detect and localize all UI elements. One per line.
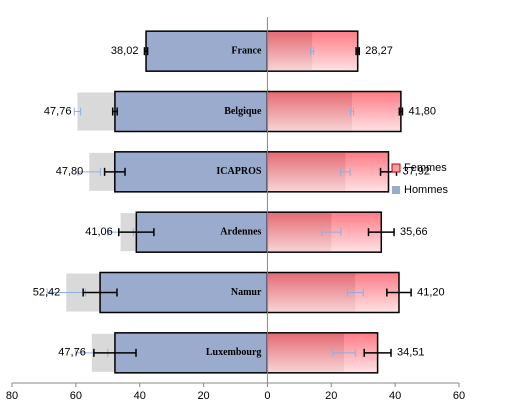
x-tick-label: 60 [70,390,82,402]
x-tick-label: 20 [325,390,337,402]
error-bar [363,348,392,357]
legend-swatch [391,163,401,173]
bar [135,211,269,253]
error-bar [310,47,315,56]
category-label: ICAPROS [216,166,261,177]
error-bar [349,107,355,116]
value-label: 28,27 [365,45,393,57]
x-tick-label: 60 [453,390,465,402]
x-tick-label: 80 [6,390,18,402]
error-bar [103,167,126,176]
category-label: Luxembourg [206,347,262,358]
bar [267,32,313,71]
error-bar [346,288,364,297]
bar [267,273,356,312]
value-label: 38,02 [111,45,139,57]
error-bar [73,107,82,116]
error-bar [340,167,351,176]
legend-label: Hommes [404,184,449,196]
error-bar [118,228,155,237]
error-bar [77,167,101,176]
error-bar [82,288,118,297]
x-tick-label: 20 [197,390,209,402]
value-label: 41,80 [408,105,436,117]
bar [114,151,269,193]
value-label: 41,06 [85,226,113,238]
error-bar [398,107,404,116]
bar [267,92,353,131]
value-label: 47,76 [44,105,72,117]
bar [267,152,346,191]
x-tick-label: 0 [264,390,270,402]
x-tick-label: 40 [389,390,401,402]
error-bar [111,107,118,116]
category-label: Ardennes [220,226,261,237]
error-bar [93,348,137,357]
error-bar [367,228,395,237]
value-label: 35,66 [400,226,428,238]
category-label: France [231,45,262,56]
bar [267,213,332,252]
legend-swatch [392,186,400,194]
category-label: Belgique [224,106,262,117]
category-label: Namur [231,287,262,298]
error-bar [355,47,361,56]
value-label: 47,80 [56,166,84,178]
error-bar [332,348,356,357]
value-label: 37,92 [402,166,430,178]
legend-label: Femmes [404,162,447,174]
value-label: 47,76 [58,347,86,359]
x-tick-label: 40 [134,390,146,402]
value-label: 34,51 [397,347,425,359]
bar [267,333,345,372]
error-bar [386,288,412,297]
value-label: 52,42 [33,286,61,298]
bar [145,30,269,72]
error-bar [143,47,149,56]
bar [114,332,269,374]
error-bar [321,228,342,237]
value-label: 41,20 [417,286,445,298]
